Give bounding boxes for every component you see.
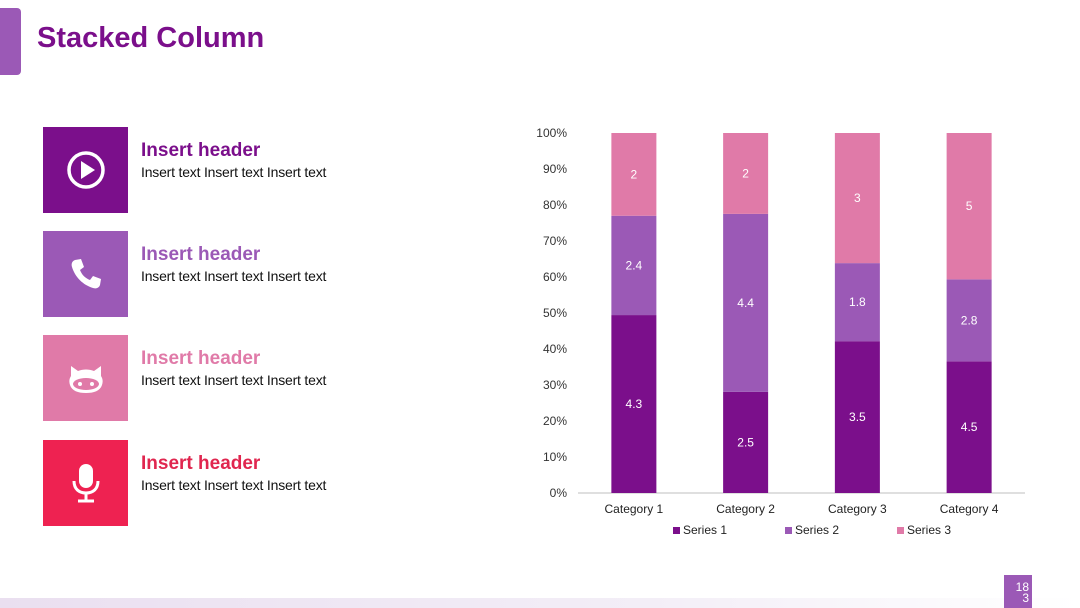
feature-item-1: Insert header Insert text Insert text In… xyxy=(43,127,463,213)
bar-segment xyxy=(723,391,769,493)
data-label: 3 xyxy=(854,191,861,205)
feature-header-2: Insert header xyxy=(141,244,261,265)
y-tick-label: 70% xyxy=(543,234,567,248)
feature-icon-box-3 xyxy=(43,335,128,421)
y-tick-label: 30% xyxy=(543,378,567,392)
feature-header-4: Insert header xyxy=(141,453,261,474)
legend-swatch xyxy=(897,527,904,534)
feature-text-2: Insert text Insert text Insert text xyxy=(141,268,327,284)
y-tick-label: 90% xyxy=(543,162,567,176)
data-label: 4.3 xyxy=(626,397,643,411)
bar-segment xyxy=(834,341,880,493)
legend-label: Series 3 xyxy=(907,523,951,537)
phone-icon xyxy=(71,259,101,289)
stacked-column-chart: 0% 10% 20% 30% 40% 50% 60% 70% 80% 90% 100% 4.3 2.4 2… xyxy=(536,126,1025,537)
bar-segment xyxy=(946,279,992,362)
play-icon xyxy=(66,151,105,189)
legend-label: Series 1 xyxy=(683,523,727,537)
feature-header-3: Insert header xyxy=(141,348,261,369)
bar-segment xyxy=(723,213,769,392)
y-tick-label: 60% xyxy=(543,270,567,284)
data-label: 4.4 xyxy=(737,296,754,310)
x-tick-label: Category 1 xyxy=(605,502,664,516)
bar-segment xyxy=(611,133,657,216)
bar-segment xyxy=(611,315,657,493)
github-icon xyxy=(68,366,103,393)
y-tick-label: 10% xyxy=(543,450,567,464)
x-tick-label: Category 2 xyxy=(716,502,775,516)
feature-text-3: Insert text Insert text Insert text xyxy=(141,372,327,388)
data-label: 5 xyxy=(966,199,973,213)
feature-text-4: Insert text Insert text Insert text xyxy=(141,477,327,493)
bar-segment xyxy=(946,133,992,280)
feature-item-4: Insert header Insert text Insert text In… xyxy=(43,440,463,526)
y-tick-label: 50% xyxy=(543,306,567,320)
data-label: 3.5 xyxy=(849,410,866,424)
bar-segment xyxy=(834,133,880,264)
feature-icon-box-4 xyxy=(43,440,128,526)
y-tick-label: 80% xyxy=(543,198,567,212)
feature-text-1: Insert text Insert text Insert text xyxy=(141,164,327,180)
slide-title: Stacked Column xyxy=(37,22,265,54)
data-label: 2 xyxy=(742,166,749,180)
legend-swatch xyxy=(673,527,680,534)
feature-icon-box-2 xyxy=(43,231,128,317)
data-label: 1.8 xyxy=(849,295,866,309)
legend-label: Series 2 xyxy=(795,523,839,537)
data-label: 4.5 xyxy=(961,420,978,434)
legend-swatch xyxy=(785,527,792,534)
x-tick-label: Category 3 xyxy=(828,502,887,516)
page-number: 18 3 xyxy=(1004,575,1032,608)
bar-segment xyxy=(723,133,769,214)
feature-item-2: Insert header Insert text Insert text In… xyxy=(43,231,463,317)
y-tick-label: 100% xyxy=(536,126,567,140)
bar-segment xyxy=(946,361,992,493)
title-accent-bar xyxy=(0,8,21,75)
feature-item-3: Insert header Insert text Insert text In… xyxy=(43,335,463,421)
bar-segment xyxy=(834,263,880,342)
feature-icon-box-1 xyxy=(43,127,128,213)
y-tick-label: 40% xyxy=(543,342,567,356)
data-label: 2.8 xyxy=(961,313,978,327)
y-tick-label: 20% xyxy=(543,414,567,428)
microphone-icon xyxy=(72,464,99,503)
x-tick-label: Category 4 xyxy=(940,502,999,516)
bottom-decor-bar xyxy=(0,598,1080,608)
data-label: 2.5 xyxy=(737,435,754,449)
data-label: 2 xyxy=(631,167,638,181)
data-label: 2.4 xyxy=(626,258,643,272)
bar-segment xyxy=(611,215,657,316)
feature-header-1: Insert header xyxy=(141,140,261,161)
y-tick-label: 0% xyxy=(550,486,568,500)
